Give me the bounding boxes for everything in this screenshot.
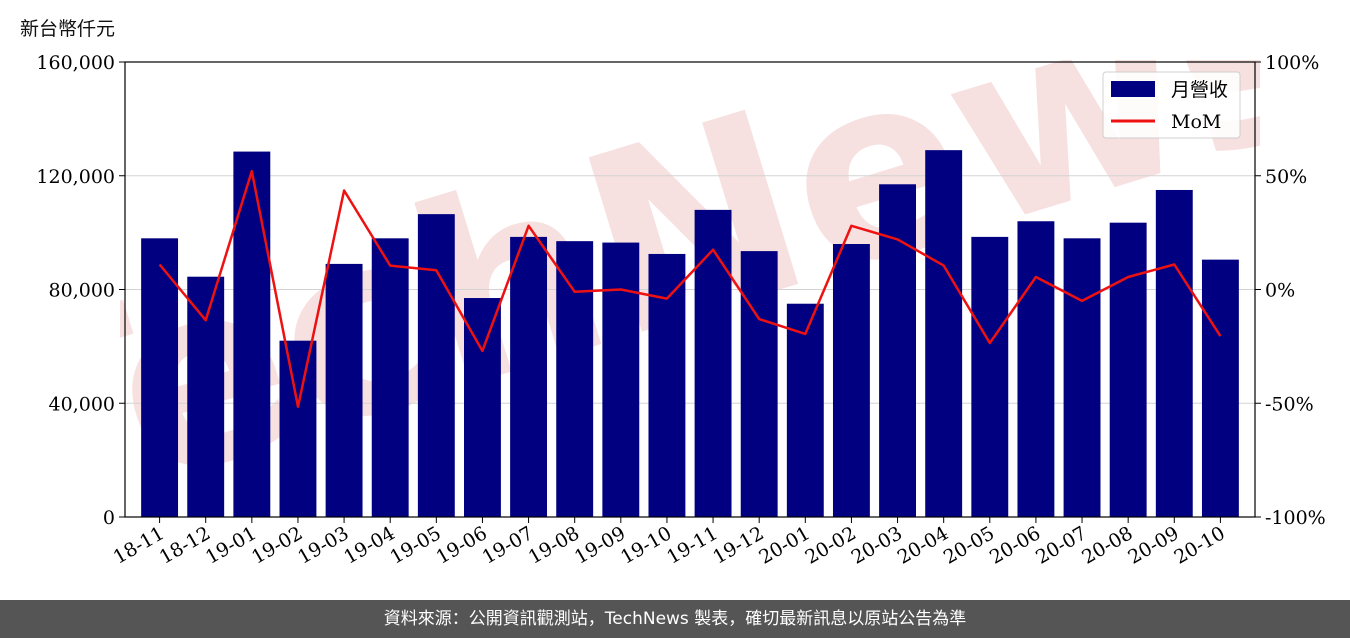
bar-19-05 (417, 214, 455, 517)
bar-19-07 (510, 236, 548, 517)
bar-19-02 (279, 340, 317, 517)
bar-20-04 (925, 150, 963, 517)
x-tick-label: 19-05 (386, 522, 444, 568)
x-tick-label: 20-04 (894, 522, 952, 568)
bar-19-11 (694, 209, 732, 517)
x-tick-label: 18-12 (156, 522, 214, 568)
right-tick-label: 50% (1265, 166, 1307, 188)
x-tick-label: 19-12 (709, 522, 767, 568)
x-tick-label: 19-11 (663, 522, 721, 568)
right-tick-label: 100% (1265, 52, 1319, 74)
bar-20-08 (1109, 222, 1147, 517)
x-tick-label: 18-11 (110, 522, 168, 568)
x-tick-label: 19-10 (617, 522, 675, 568)
bar-20-06 (1017, 221, 1055, 517)
right-tick-label: -100% (1265, 507, 1326, 529)
bar-20-07 (1063, 238, 1101, 517)
bar-19-10 (648, 253, 686, 517)
left-tick-label: 0 (103, 507, 115, 529)
x-tick-label: 20-01 (755, 522, 813, 568)
x-tick-label: 19-02 (248, 522, 306, 568)
bar-19-03 (325, 263, 363, 517)
left-tick-label: 80,000 (49, 280, 115, 302)
left-tick-label: 120,000 (36, 166, 115, 188)
x-tick-label: 19-04 (340, 522, 398, 568)
bar-20-05 (971, 236, 1009, 517)
bar-19-01 (233, 151, 271, 517)
x-tick-label: 19-09 (571, 522, 629, 568)
x-tick-label: 19-03 (294, 522, 352, 568)
x-tick-label: 19-07 (479, 522, 537, 568)
right-tick-label: 0% (1265, 280, 1295, 302)
bar-19-12 (740, 251, 778, 517)
legend-label-revenue: 月營收 (1171, 79, 1228, 101)
x-tick-label: 19-01 (202, 522, 260, 568)
bar-20-01 (786, 303, 824, 517)
bar-18-12 (187, 276, 225, 517)
x-tick-label: 20-08 (1078, 522, 1136, 568)
right-tick-label: -50% (1265, 393, 1314, 415)
x-tick-label: 20-09 (1124, 522, 1182, 568)
legend-label-mom: MoM (1171, 111, 1221, 133)
bar-20-03 (879, 184, 916, 517)
x-tick-label: 19-06 (433, 522, 491, 568)
chart-plot: 0 40,000 80,000 120,000 160,000 -100% -50% 0% 50… (36, 52, 1326, 569)
x-tick-label: 20-05 (940, 522, 998, 568)
x-tick-label: 20-03 (848, 522, 906, 568)
x-tick-label: 20-10 (1170, 522, 1228, 568)
x-tick-label: 20-07 (1032, 522, 1090, 568)
bar-19-08 (556, 241, 594, 517)
bar-20-02 (832, 244, 870, 517)
bar-18-11 (141, 238, 179, 517)
mom-line (158, 169, 1222, 408)
left-tick-label: 160,000 (36, 52, 115, 74)
legend-swatch-bar (1111, 81, 1155, 97)
bar-19-04 (371, 238, 409, 517)
footer-note: 資料來源：公開資訊觀測站，TechNews 製表，確切最新訊息以原站公告為準 (0, 600, 1350, 638)
chart: TechNews 0 40,000 80,000 120,000 160,000 -100… (0, 0, 1350, 580)
bar-20-09 (1155, 189, 1193, 517)
bar-19-09 (602, 242, 640, 517)
bar-19-06 (464, 298, 501, 517)
legend: 月營收 MoM (1102, 71, 1241, 139)
left-tick-label: 40,000 (49, 393, 115, 415)
x-tick-label: 20-06 (986, 522, 1044, 568)
x-tick-label: 19-08 (525, 522, 583, 568)
bar-20-10 (1201, 259, 1239, 517)
x-tick-label: 20-02 (801, 522, 859, 568)
unit-label: 新台幣仟元 (20, 18, 116, 40)
